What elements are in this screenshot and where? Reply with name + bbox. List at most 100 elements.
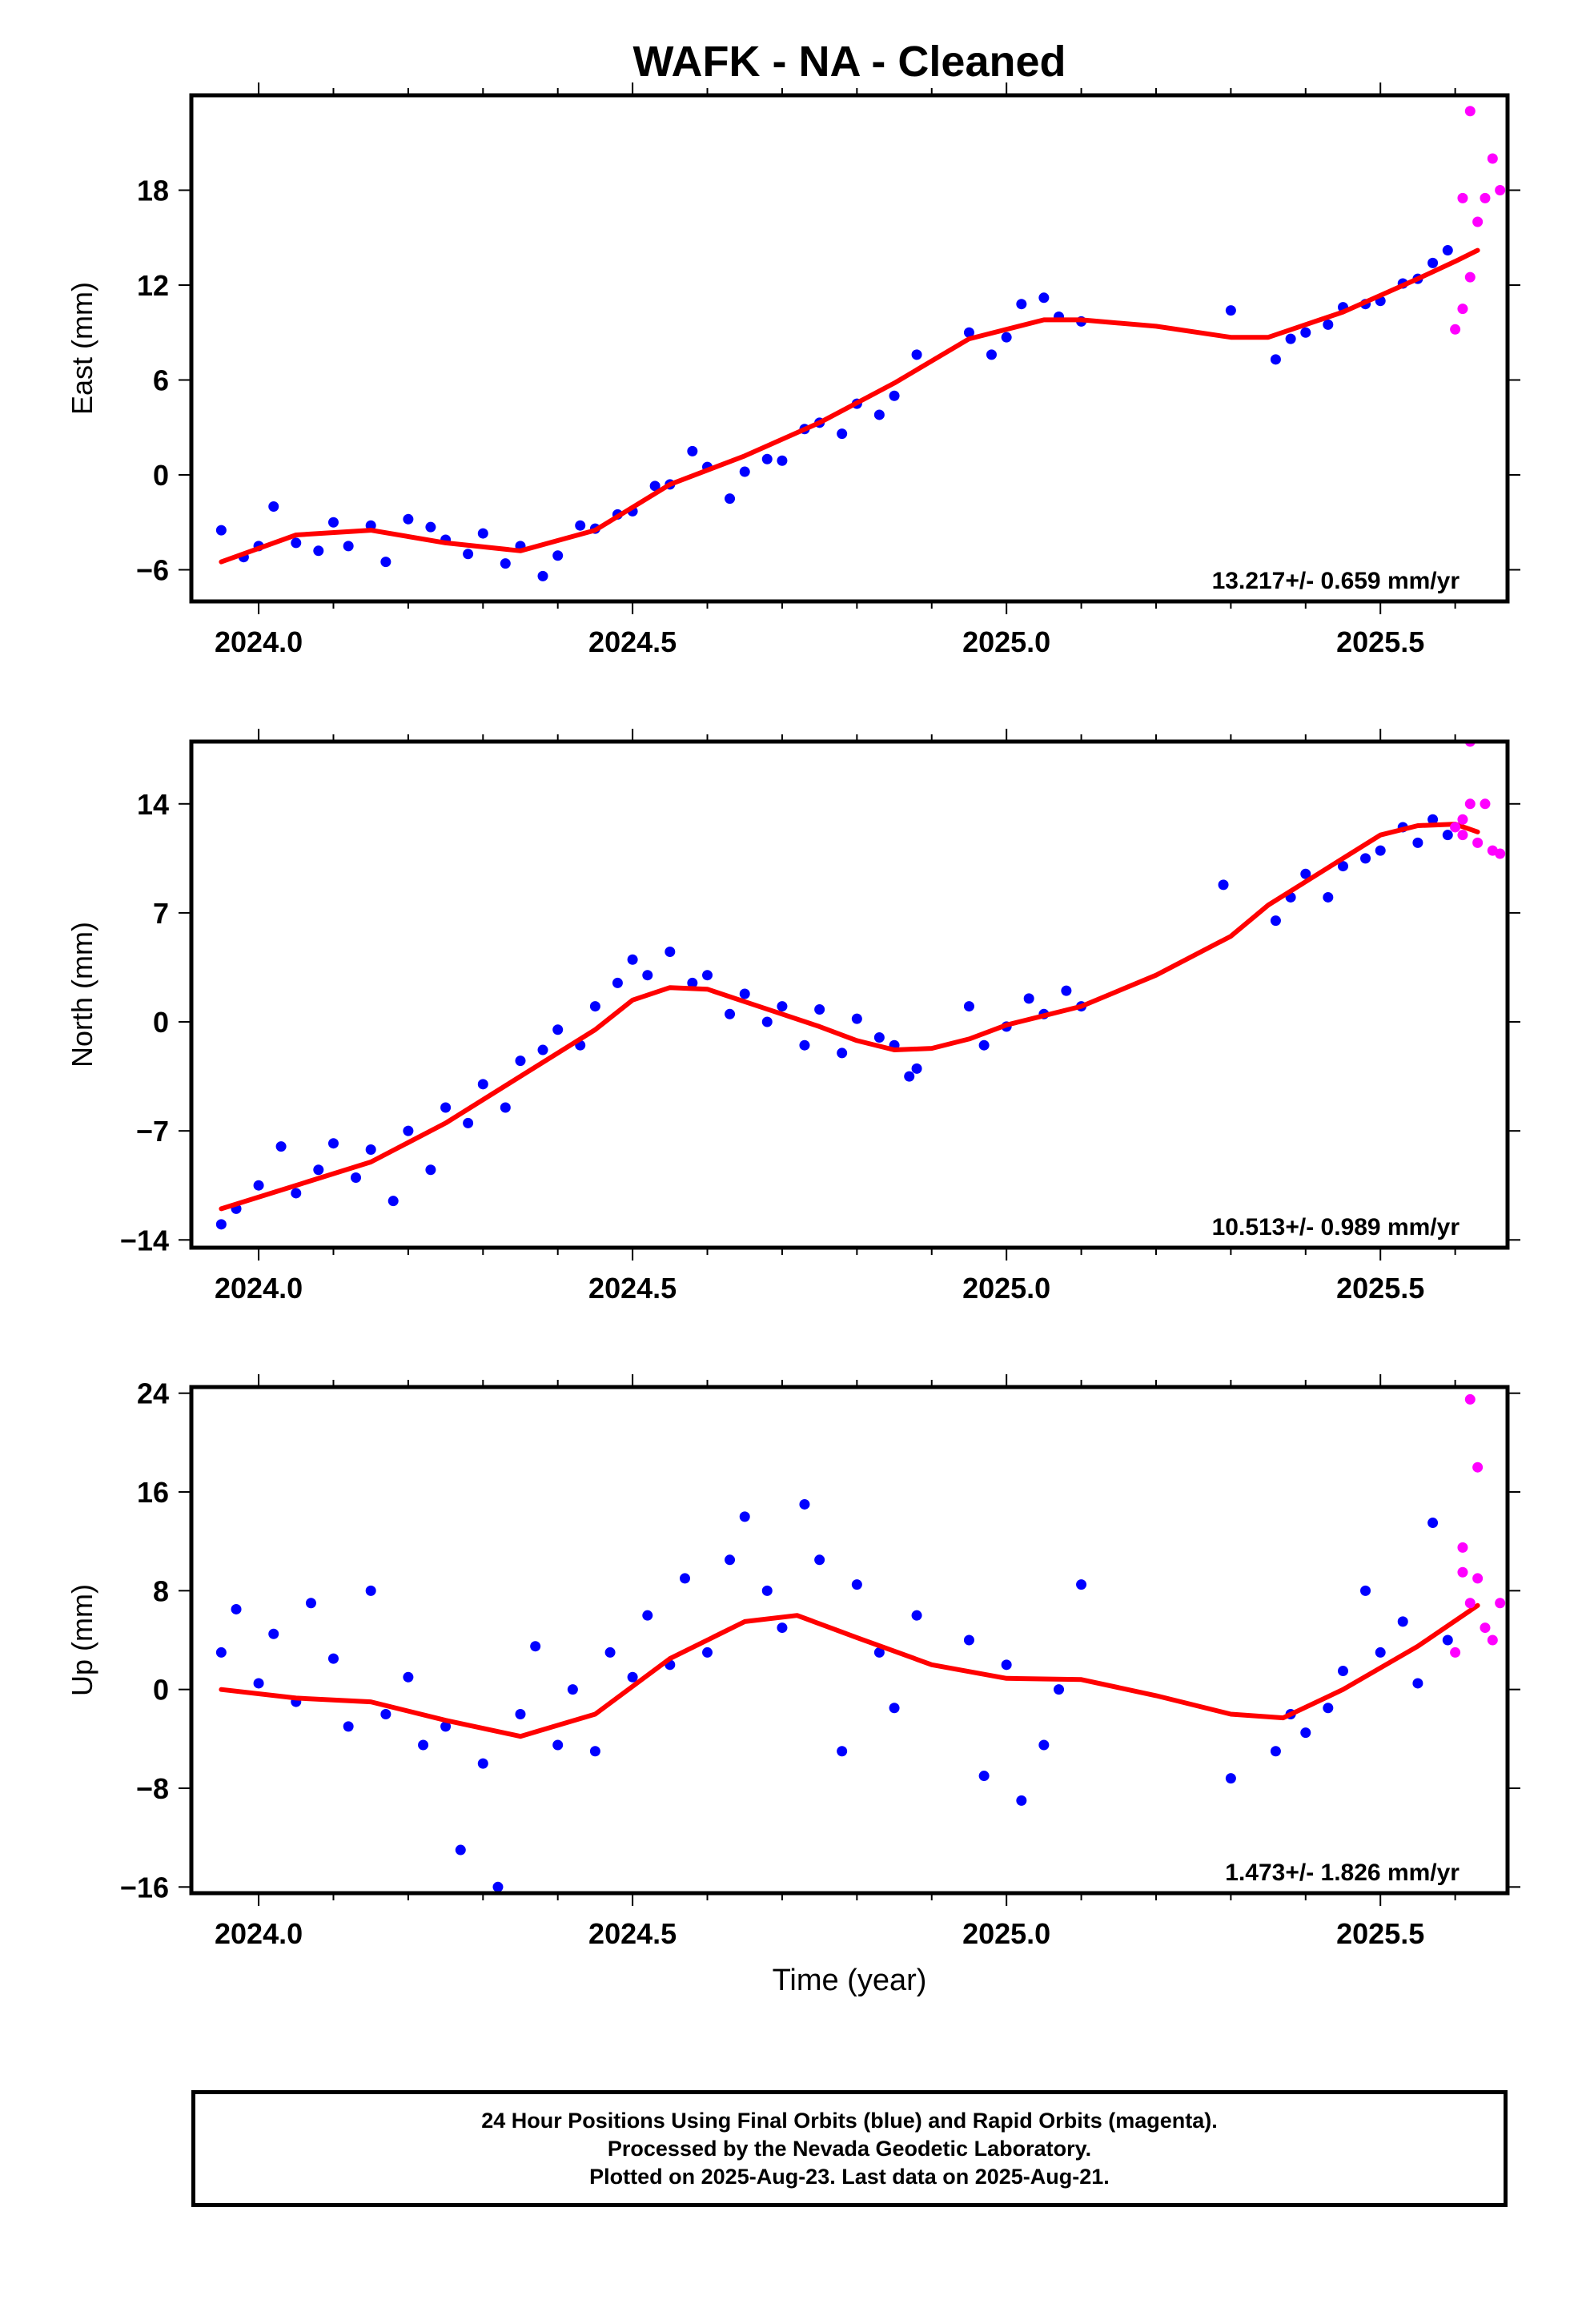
east-final-orbit-point bbox=[1225, 305, 1236, 316]
north-final-orbit-point bbox=[1375, 845, 1386, 856]
up-x-tick-label: 2025.0 bbox=[962, 1917, 1050, 1950]
up-final-orbit-point bbox=[1360, 1585, 1371, 1596]
north-final-orbit-point bbox=[515, 1055, 526, 1067]
north-x-tick-label: 2024.5 bbox=[588, 1272, 677, 1305]
east-y-tick-label: 6 bbox=[153, 364, 169, 397]
east-final-orbit-point bbox=[313, 545, 324, 557]
up-rate-label: 1.473+/- 1.826 mm/yr bbox=[1225, 1860, 1460, 1886]
east-final-orbit-point bbox=[215, 525, 227, 536]
up-final-orbit-point bbox=[1076, 1579, 1087, 1590]
up-final-orbit-point bbox=[799, 1498, 810, 1510]
up-final-orbit-point bbox=[627, 1671, 638, 1683]
east-rapid-orbit-point bbox=[1487, 153, 1498, 164]
north-rapid-orbit-point bbox=[1457, 830, 1468, 841]
up-y-tick-label: 24 bbox=[137, 1377, 169, 1410]
north-final-orbit-point bbox=[1270, 915, 1281, 927]
north-final-orbit-point bbox=[537, 1044, 548, 1055]
east-panel: 2024.0 2024.5 2025.0 2025.5 −6 0 6 12 18 East (mm… bbox=[66, 82, 1520, 658]
north-final-orbit-point bbox=[1023, 993, 1034, 1004]
up-y-tick-label: −16 bbox=[120, 1871, 169, 1904]
east-y-tick-label: 18 bbox=[137, 175, 169, 207]
up-final-orbit-point bbox=[215, 1647, 227, 1658]
north-panel: 2024.0 2024.5 2025.0 2025.5 −14 −7 0 7 14 North (… bbox=[66, 729, 1520, 1305]
north-final-orbit-point bbox=[702, 970, 713, 981]
north-final-orbit-point bbox=[642, 970, 653, 981]
north-final-orbit-point bbox=[761, 1016, 773, 1027]
figure-title: WAFK - NA - Cleaned bbox=[632, 38, 1066, 86]
up-final-orbit-point bbox=[253, 1678, 264, 1689]
north-final-orbit-point bbox=[1300, 868, 1311, 879]
east-final-orbit-point bbox=[552, 550, 564, 561]
up-final-orbit-point bbox=[1338, 1666, 1348, 1677]
up-final-orbit-point bbox=[455, 1844, 466, 1856]
north-final-orbit-point bbox=[873, 1031, 885, 1043]
north-final-orbit-point bbox=[911, 1063, 922, 1074]
north-final-orbit-point bbox=[327, 1138, 339, 1149]
up-final-orbit-point bbox=[305, 1598, 316, 1609]
east-x-tick-label: 2025.0 bbox=[962, 625, 1050, 658]
x-axis-label: Time (year) bbox=[773, 1964, 927, 1997]
up-frame bbox=[189, 1385, 1510, 1896]
east-final-orbit-point bbox=[963, 327, 974, 338]
north-final-orbit-point bbox=[500, 1102, 511, 1113]
north-final-orbit-point bbox=[477, 1079, 488, 1090]
up-final-orbit-point bbox=[567, 1684, 578, 1695]
north-final-orbit-point bbox=[1338, 861, 1348, 872]
up-final-orbit-point bbox=[1016, 1795, 1027, 1806]
up-y-tick-label: 8 bbox=[153, 1574, 169, 1607]
up-final-orbit-point bbox=[589, 1746, 600, 1757]
east-final-orbit-point bbox=[1300, 327, 1311, 338]
east-final-orbit-point bbox=[575, 520, 586, 531]
up-final-orbit-point bbox=[1300, 1727, 1311, 1739]
east-final-orbit-point bbox=[911, 349, 922, 360]
up-x-tick-label: 2025.5 bbox=[1336, 1917, 1424, 1950]
east-y-tick-label: 0 bbox=[153, 459, 169, 492]
up-final-orbit-point bbox=[1054, 1684, 1065, 1695]
east-final-orbit-point bbox=[268, 501, 279, 512]
north-final-orbit-point bbox=[1442, 830, 1453, 841]
east-final-orbit-point bbox=[380, 557, 391, 568]
east-final-orbit-point bbox=[739, 466, 750, 477]
north-final-orbit-point bbox=[739, 988, 750, 999]
north-final-orbit-point bbox=[1412, 837, 1423, 848]
north-rate-label: 10.513+/- 0.989 mm/yr bbox=[1212, 1214, 1460, 1240]
up-x-tick-label: 2024.5 bbox=[588, 1917, 677, 1950]
east-rapid-orbit-point bbox=[1464, 271, 1476, 283]
up-final-orbit-point bbox=[963, 1634, 974, 1646]
east-final-orbit-point bbox=[1427, 257, 1439, 268]
east-final-orbit-point bbox=[1270, 354, 1281, 365]
north-y-tick-label: 0 bbox=[153, 1006, 169, 1039]
north-final-orbit-point bbox=[313, 1164, 324, 1176]
up-rapid-orbit-point bbox=[1480, 1622, 1491, 1634]
east-final-orbit-point bbox=[537, 570, 548, 581]
up-rapid-orbit-point bbox=[1457, 1542, 1468, 1553]
east-final-orbit-point bbox=[1323, 319, 1334, 330]
north-final-orbit-point bbox=[1061, 985, 1072, 996]
north-rapid-orbit-point bbox=[1464, 798, 1476, 810]
north-final-orbit-point bbox=[725, 1008, 736, 1019]
north-rapid-orbit-point bbox=[1472, 837, 1484, 848]
north-final-orbit-point bbox=[365, 1144, 376, 1155]
up-final-orbit-point bbox=[1412, 1678, 1423, 1689]
north-y-tick-label: 14 bbox=[137, 788, 169, 821]
up-y-axis-label: Up (mm) bbox=[66, 1584, 98, 1696]
north-final-orbit-point bbox=[612, 977, 623, 988]
up-final-orbit-point bbox=[837, 1746, 848, 1757]
up-final-orbit-point bbox=[873, 1647, 885, 1658]
up-final-orbit-point bbox=[777, 1622, 788, 1634]
up-final-orbit-point bbox=[1038, 1739, 1050, 1751]
up-y-tick-label: 0 bbox=[153, 1674, 169, 1707]
up-final-orbit-point bbox=[814, 1554, 825, 1566]
up-final-orbit-point bbox=[268, 1628, 279, 1639]
up-y-tick-label: −8 bbox=[136, 1772, 169, 1805]
north-final-orbit-point bbox=[851, 1013, 862, 1024]
north-final-orbit-point bbox=[253, 1180, 264, 1191]
up-final-orbit-point bbox=[1270, 1746, 1281, 1757]
east-final-orbit-point bbox=[761, 453, 773, 464]
north-final-orbit-point bbox=[687, 977, 698, 988]
up-final-orbit-point bbox=[477, 1758, 488, 1769]
up-final-orbit-point bbox=[231, 1603, 242, 1614]
north-final-orbit-point bbox=[291, 1188, 302, 1199]
east-rapid-orbit-point bbox=[1464, 106, 1476, 117]
